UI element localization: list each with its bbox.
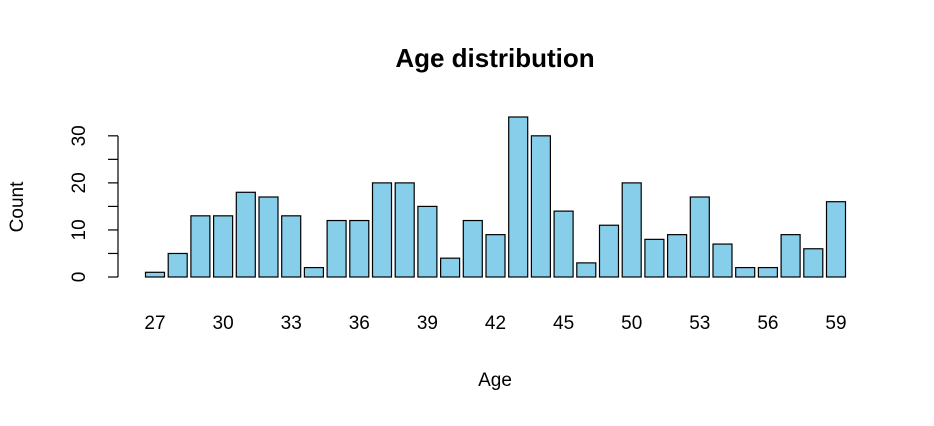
x-tick-label: 59 — [825, 313, 846, 334]
bar — [644, 238, 665, 278]
x-tick-label: 33 — [281, 313, 302, 334]
y-tick-label: 30 — [69, 125, 90, 146]
bar — [394, 182, 415, 278]
bar — [303, 266, 324, 278]
x-tick-label: 50 — [621, 313, 642, 334]
bar — [258, 196, 279, 278]
bar — [757, 266, 779, 278]
bar — [371, 182, 393, 278]
x-axis-label: Age — [478, 370, 512, 391]
bar — [485, 234, 506, 278]
bar — [803, 248, 824, 278]
y-tick-label: 20 — [69, 172, 90, 193]
bar — [576, 262, 597, 278]
bar — [598, 224, 620, 278]
x-tick-label: 30 — [213, 313, 234, 334]
x-tick-label: 39 — [417, 313, 438, 334]
x-tick-label: 53 — [689, 313, 710, 334]
bar — [440, 257, 461, 278]
x-tick-label: 27 — [144, 313, 165, 334]
bar — [735, 266, 756, 278]
bar — [281, 215, 302, 278]
y-tick-label: 0 — [69, 272, 90, 283]
bar — [462, 219, 483, 278]
x-tick-label: 45 — [553, 313, 574, 334]
bar — [530, 135, 552, 278]
bar — [553, 210, 574, 278]
bar — [825, 201, 847, 278]
bar — [417, 205, 438, 278]
bar — [689, 196, 710, 278]
x-tick-label: 42 — [485, 313, 506, 334]
x-tick-label: 36 — [349, 313, 370, 334]
bar — [621, 182, 642, 278]
bar — [326, 219, 347, 278]
bar — [235, 191, 256, 278]
y-tick-label: 10 — [69, 219, 90, 240]
bar — [190, 215, 211, 278]
y-axis-label: Count — [7, 181, 28, 232]
bar — [666, 234, 688, 278]
x-tick-label: 56 — [757, 313, 778, 334]
bar — [712, 243, 733, 278]
bar — [780, 234, 801, 278]
bar — [349, 219, 370, 278]
chart-title: Age distribution — [395, 43, 594, 73]
bar — [213, 215, 234, 278]
bar — [167, 252, 188, 278]
bar — [144, 271, 166, 278]
bar — [508, 116, 529, 278]
